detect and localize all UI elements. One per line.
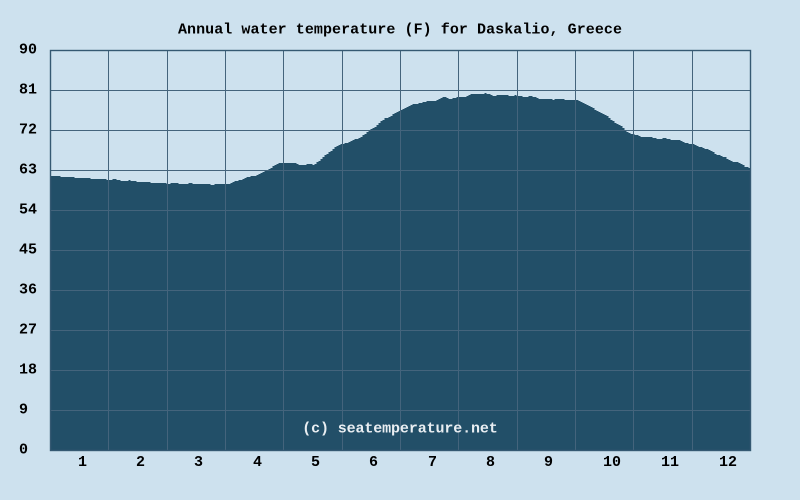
svg-text:90: 90: [19, 42, 37, 59]
svg-text:36: 36: [19, 282, 37, 299]
svg-text:54: 54: [19, 202, 37, 219]
svg-text:9: 9: [544, 454, 553, 471]
svg-text:8: 8: [486, 454, 495, 471]
svg-text:72: 72: [19, 122, 37, 139]
svg-text:6: 6: [369, 454, 378, 471]
svg-text:(c) seatemperature.net: (c) seatemperature.net: [302, 421, 498, 438]
svg-text:5: 5: [311, 454, 320, 471]
svg-text:18: 18: [19, 362, 37, 379]
svg-text:4: 4: [253, 454, 262, 471]
svg-text:10: 10: [603, 454, 621, 471]
svg-text:3: 3: [194, 454, 203, 471]
svg-text:11: 11: [661, 454, 679, 471]
svg-text:7: 7: [428, 454, 437, 471]
svg-text:81: 81: [19, 82, 37, 99]
svg-text:Annual water temperature (F) f: Annual water temperature (F) for Daskali…: [178, 22, 622, 39]
svg-text:27: 27: [19, 322, 37, 339]
svg-text:63: 63: [19, 162, 37, 179]
svg-text:9: 9: [19, 402, 28, 419]
svg-text:2: 2: [136, 454, 145, 471]
svg-text:12: 12: [719, 454, 737, 471]
svg-text:45: 45: [19, 242, 37, 259]
svg-text:0: 0: [19, 442, 28, 459]
svg-text:1: 1: [78, 454, 87, 471]
